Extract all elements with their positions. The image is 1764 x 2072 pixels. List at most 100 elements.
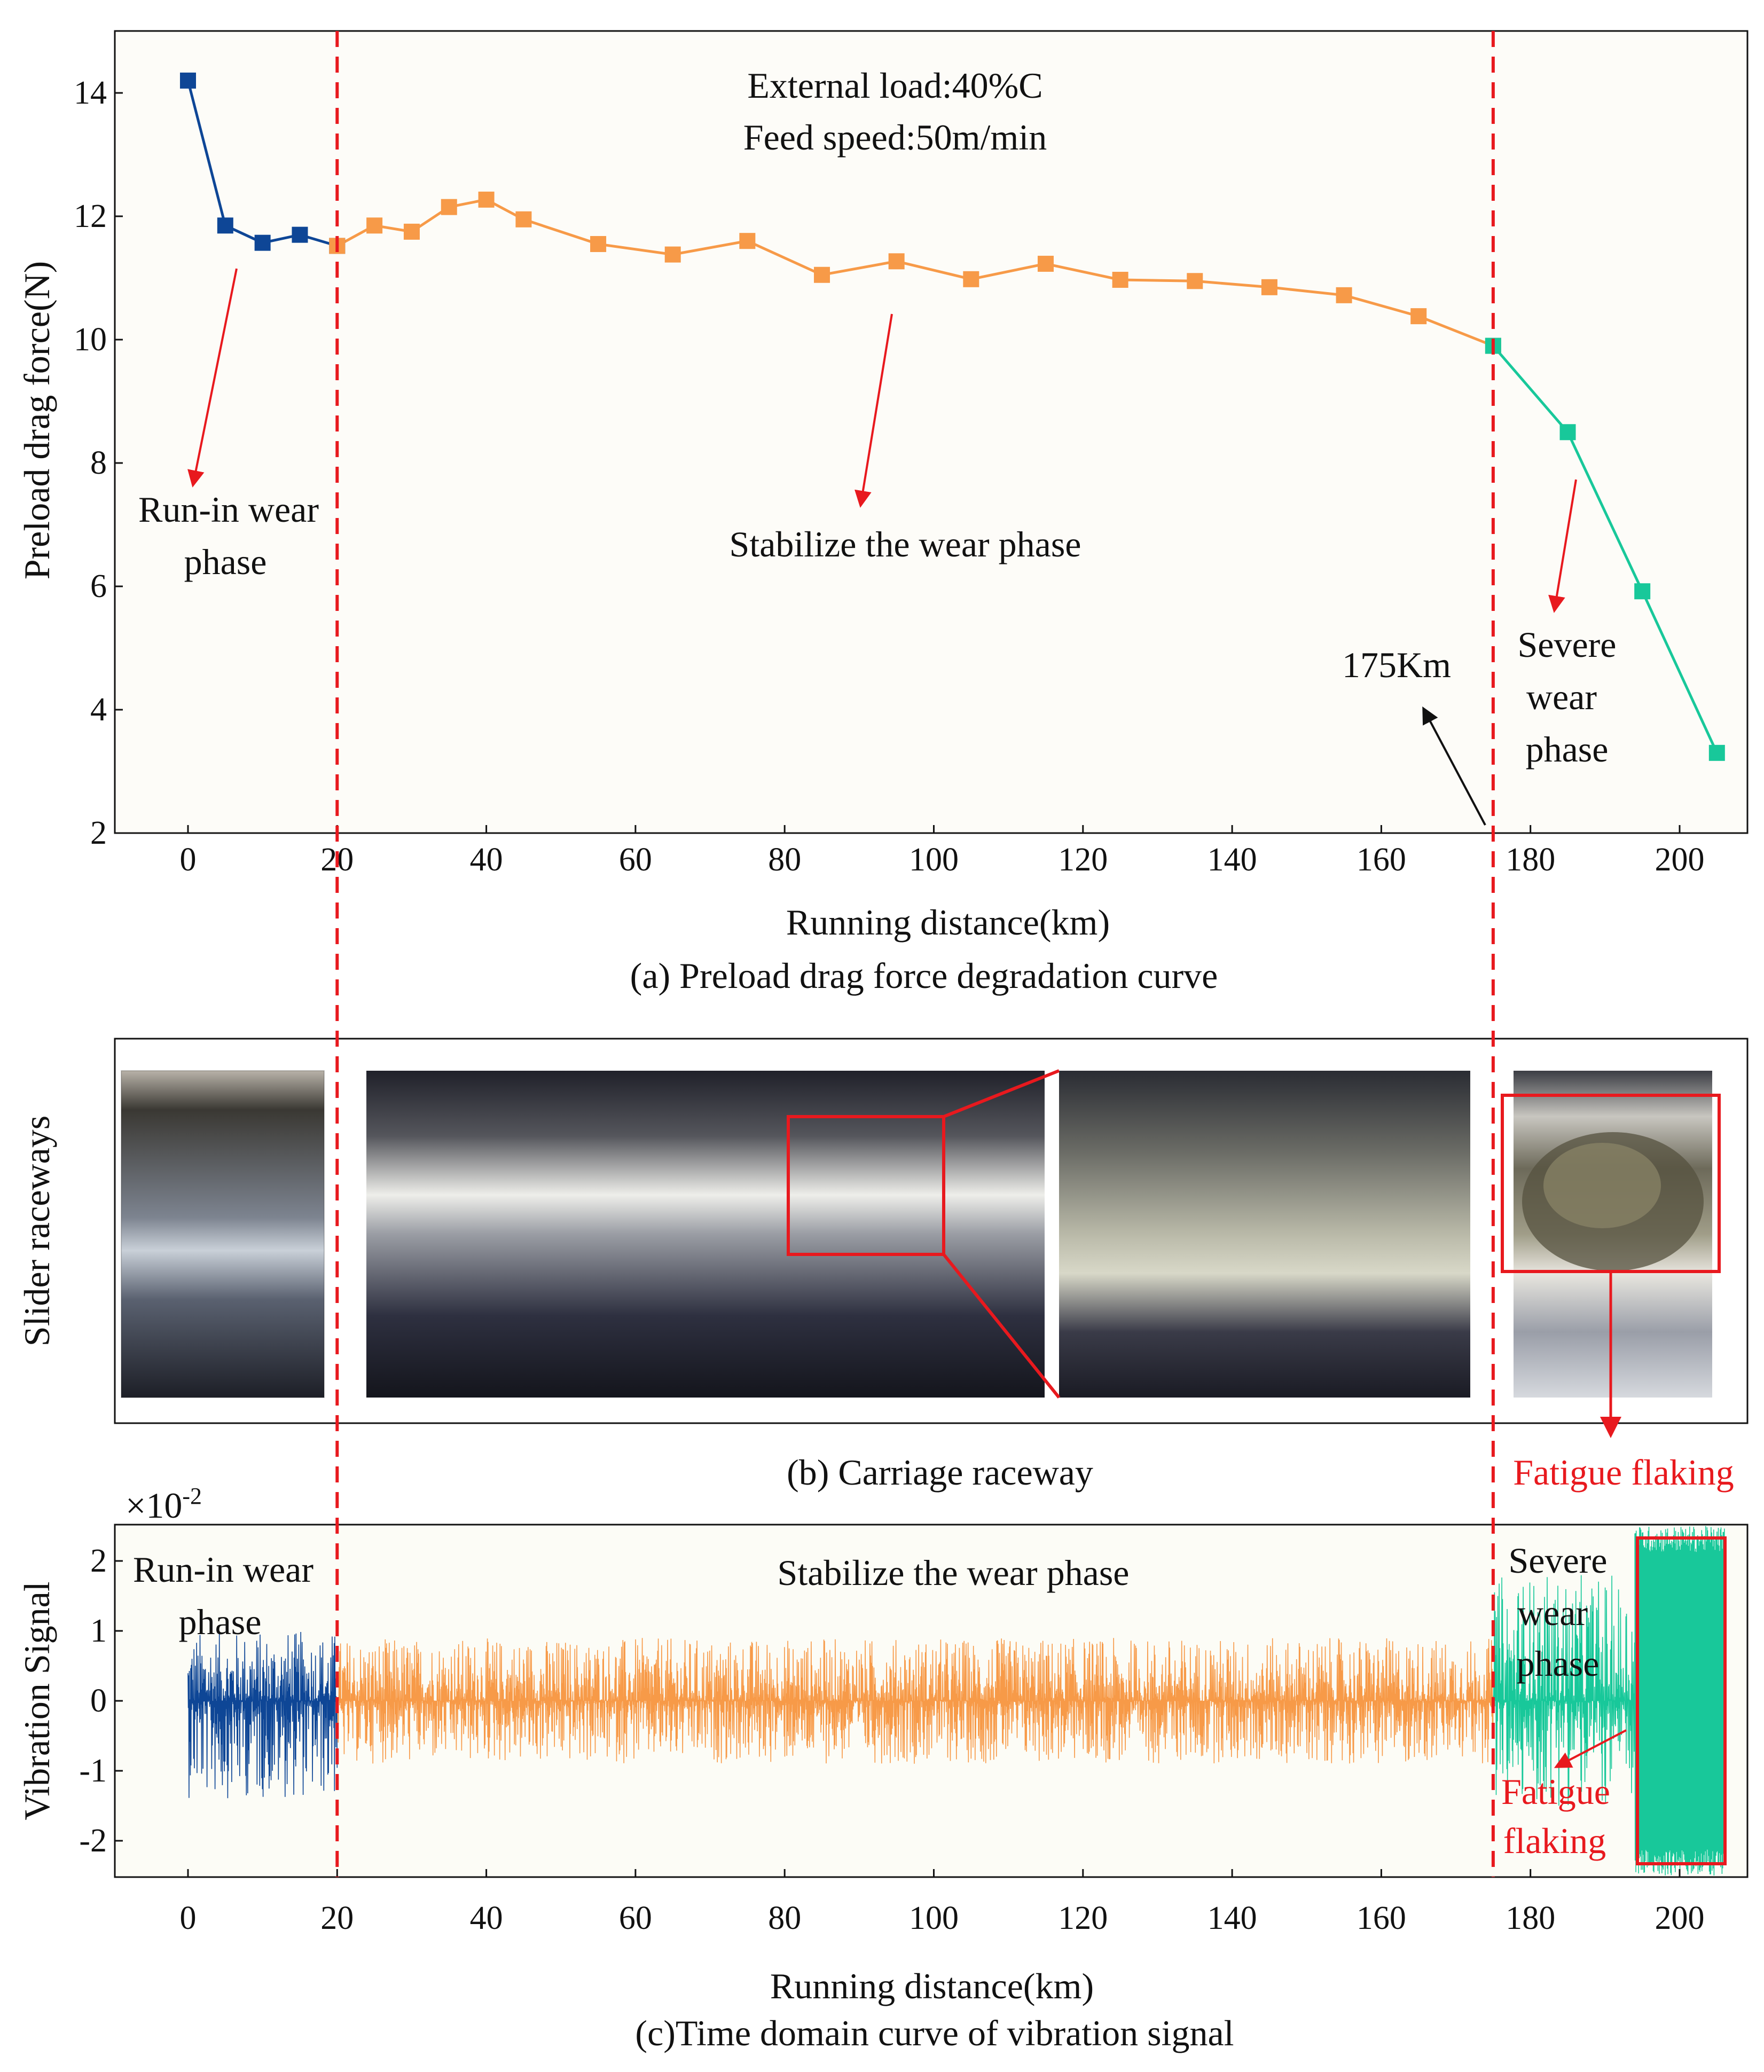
panel-a-runin-label-line2: phase bbox=[184, 541, 267, 582]
panel-b-fatigue-label: Fatigue flaking bbox=[1513, 1452, 1734, 1493]
panel-a-severe-label-line1: Severe bbox=[1517, 624, 1616, 665]
a-data-point bbox=[180, 72, 196, 89]
a-y-tick-label: 2 bbox=[90, 815, 107, 851]
panel-a-stable-label: Stabilize the wear phase bbox=[730, 524, 1081, 564]
panel-c-fatigue-line1: Fatigue bbox=[1501, 1771, 1610, 1812]
c-x-tick-label: 80 bbox=[768, 1900, 801, 1936]
a-data-point bbox=[515, 211, 532, 227]
a-y-tick-label: 10 bbox=[74, 321, 107, 358]
a-data-point bbox=[1112, 271, 1128, 288]
panel-c-severe-label-line2: wear bbox=[1517, 1592, 1588, 1633]
a-x-tick-label: 160 bbox=[1357, 842, 1406, 878]
raceway-image-stable bbox=[366, 1071, 1045, 1398]
c-x-tick-label: 160 bbox=[1357, 1900, 1406, 1936]
a-data-point bbox=[1634, 583, 1651, 600]
panel-b-caption: (b) Carriage raceway bbox=[787, 1452, 1093, 1493]
panel-a-severe-label-line3: phase bbox=[1526, 729, 1609, 770]
panel-a-condition-speed: Feed speed:50m/min bbox=[743, 117, 1047, 158]
a-data-point bbox=[441, 199, 457, 215]
c-x-tick-label: 60 bbox=[619, 1900, 652, 1936]
panel-c-y-ticks: -2 -1 0 1 2 bbox=[79, 1543, 123, 1859]
panel-a-y-ticks: 2 4 6 8 10 12 14 bbox=[74, 75, 123, 851]
c-y-tick-label: -2 bbox=[79, 1823, 107, 1859]
a-data-point bbox=[403, 223, 420, 240]
raceway-image-severe bbox=[1514, 1071, 1712, 1398]
a-x-tick-label: 140 bbox=[1208, 842, 1257, 878]
panel-a-runin-label-line1: Run-in wear bbox=[138, 489, 319, 530]
panel-c-caption: (c)Time domain curve of vibration signal bbox=[635, 2013, 1234, 2053]
a-data-point bbox=[254, 234, 271, 251]
a-data-point bbox=[888, 253, 905, 270]
panel-a-data-points bbox=[180, 72, 1725, 761]
c-signal-segment-2 bbox=[1493, 1575, 1635, 1806]
a-data-point bbox=[1708, 744, 1725, 761]
a-x-tick-label: 0 bbox=[180, 842, 197, 878]
a-x-tick-label: 120 bbox=[1058, 842, 1108, 878]
c-y-tick-label: -1 bbox=[79, 1753, 107, 1789]
panel-c-stable-label: Stabilize the wear phase bbox=[778, 1552, 1130, 1593]
zoom-box bbox=[787, 1115, 945, 1256]
arrow-severe-a bbox=[1548, 479, 1577, 613]
a-y-tick-label: 4 bbox=[90, 692, 107, 728]
c-y-tick-label: 0 bbox=[90, 1683, 107, 1719]
raceway-image-zoom bbox=[1059, 1071, 1470, 1398]
panel-a-plot-area bbox=[114, 30, 1749, 834]
a-data-point bbox=[590, 236, 607, 252]
a-data-point bbox=[963, 271, 979, 287]
arrow-175km bbox=[1422, 706, 1486, 826]
panel-c-severe-label-line3: phase bbox=[1517, 1643, 1600, 1684]
a-data-point bbox=[1187, 273, 1203, 289]
c-x-tick-label: 20 bbox=[320, 1900, 354, 1936]
raceway-image-runin bbox=[121, 1070, 325, 1398]
a-x-tick-label: 100 bbox=[909, 842, 959, 878]
panel-c-fatigue-line2: flaking bbox=[1503, 1820, 1606, 1861]
panel-a-x-label: Running distance(km) bbox=[786, 902, 1110, 943]
a-data-point bbox=[217, 217, 233, 234]
panel-a-marker-label: 175Km bbox=[1342, 645, 1451, 685]
panel-a-y-label: Preload drag force(N) bbox=[17, 261, 57, 580]
panel-c-runin-label-line2: phase bbox=[179, 1602, 262, 1642]
c-x-tick-label: 120 bbox=[1058, 1900, 1108, 1936]
a-x-tick-label: 40 bbox=[470, 842, 503, 878]
a-y-tick-label: 6 bbox=[90, 568, 107, 605]
fatigue-arrow-c bbox=[1554, 1729, 1627, 1768]
c-x-tick-label: 100 bbox=[909, 1900, 959, 1936]
zoom-connector-bottom bbox=[942, 1253, 1061, 1399]
panel-b: Slider raceways (b) Carriage raceway Fat… bbox=[17, 1038, 1749, 1493]
panel-a-condition-load: External load:40%C bbox=[747, 65, 1042, 106]
arrow-stable-a bbox=[854, 313, 893, 508]
a-data-point bbox=[1261, 279, 1277, 295]
c-x-tick-label: 200 bbox=[1655, 1900, 1705, 1936]
a-x-tick-label: 180 bbox=[1506, 842, 1555, 878]
panel-c-y-label: Vibration Signal bbox=[17, 1581, 57, 1820]
fatigue-box-c bbox=[1636, 1536, 1727, 1865]
a-y-tick-label: 12 bbox=[74, 198, 107, 234]
c-y-tick-label: 1 bbox=[90, 1613, 107, 1649]
a-data-point bbox=[664, 246, 681, 263]
a-data-point bbox=[1410, 308, 1427, 325]
a-data-point bbox=[292, 226, 308, 243]
panel-c-scale-factor: ×10-2 bbox=[126, 1483, 202, 1526]
panel-c-severe-label-line1: Severe bbox=[1508, 1540, 1607, 1581]
c-x-tick-label: 0 bbox=[180, 1900, 197, 1936]
panel-c-vibration-signal bbox=[187, 1526, 1725, 1876]
zoom-connector-top bbox=[943, 1069, 1060, 1118]
phase-boundary-lines bbox=[335, 31, 1495, 1877]
arrow-runin-a bbox=[187, 268, 238, 488]
a-data-point bbox=[814, 266, 830, 283]
a-y-tick-label: 8 bbox=[90, 445, 107, 481]
a-data-point bbox=[1336, 287, 1352, 303]
c-signal-segment-3 bbox=[1634, 1526, 1725, 1876]
c-x-tick-label: 40 bbox=[470, 1900, 503, 1936]
panel-a-caption: (a) Preload drag force degradation curve bbox=[630, 955, 1218, 996]
a-y-tick-label: 14 bbox=[74, 75, 107, 111]
panel-c-x-ticks: 0 20 40 60 80 100 120 140 160 180 200 bbox=[180, 1869, 1705, 1936]
a-data-point bbox=[366, 217, 383, 234]
panel-a-severe-label-line2: wear bbox=[1526, 677, 1597, 717]
panel-b-y-label: Slider raceways bbox=[17, 1116, 57, 1346]
a-series-line-2 bbox=[1492, 344, 1719, 754]
c-signal-segment-0 bbox=[187, 1631, 338, 1799]
a-x-tick-label: 80 bbox=[768, 842, 801, 878]
